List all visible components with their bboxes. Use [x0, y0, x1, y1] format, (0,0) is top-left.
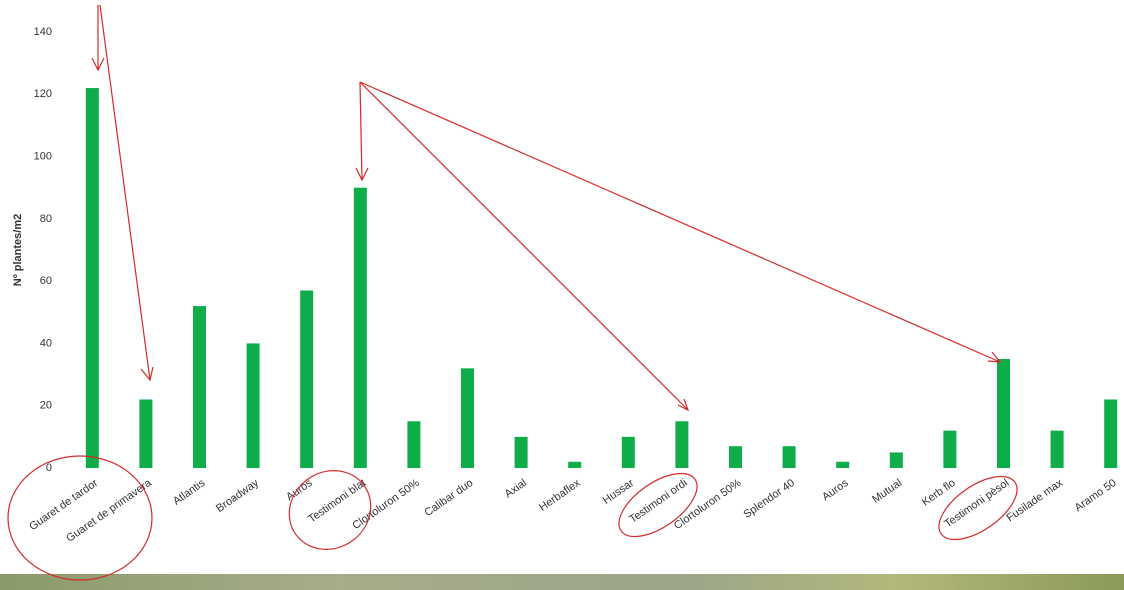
- bar: [461, 368, 474, 468]
- bar: [621, 436, 635, 468]
- bar: [300, 290, 314, 468]
- bar: [1050, 430, 1064, 468]
- x-tick-label: Aramo 50: [1073, 477, 1119, 514]
- bar: [514, 436, 528, 468]
- bar: [1104, 399, 1118, 468]
- highlight-ellipse: [7, 455, 153, 581]
- x-tick-label: Splendor 40: [742, 477, 797, 521]
- y-tick-label: 40: [40, 337, 52, 349]
- bar: [782, 446, 796, 468]
- bar: [729, 446, 742, 468]
- bar: [139, 399, 153, 468]
- x-tick-label: Mutual: [870, 477, 904, 506]
- bar: [997, 359, 1010, 468]
- highlight-ellipse: [618, 472, 698, 538]
- x-tick-label: Calibar duo: [422, 477, 475, 519]
- bar: [85, 88, 99, 469]
- arrow: [91, 5, 105, 72]
- bar: [193, 306, 206, 468]
- highlight-ellipse: [288, 470, 372, 550]
- x-tick-label: Kerb flo: [920, 477, 958, 509]
- y-tick-label: 80: [40, 213, 52, 225]
- annotations: [7, 4, 1018, 581]
- y-tick-label: 60: [40, 275, 52, 287]
- y-tick-label: 140: [34, 26, 52, 38]
- bar: [568, 461, 582, 468]
- x-tick-label: Axial: [503, 477, 529, 501]
- y-tick-label: 0: [46, 462, 52, 474]
- photo-strip: [0, 574, 1124, 590]
- y-tick-label: 20: [40, 400, 52, 412]
- bar: [407, 421, 421, 468]
- arrow: [359, 81, 690, 412]
- arrow: [359, 81, 1002, 363]
- x-tick-label: Atlantis: [171, 477, 208, 508]
- bar: [889, 452, 903, 468]
- x-tick-label: Broadway: [214, 477, 261, 515]
- arrow: [355, 81, 369, 182]
- y-tick-label: 120: [34, 88, 52, 100]
- x-tick-label: Auros: [820, 477, 851, 504]
- x-tick-label: Auros: [284, 477, 315, 504]
- bar: [836, 461, 850, 468]
- x-tick-label: Hussar: [601, 477, 637, 507]
- bar: [353, 187, 367, 468]
- bar: [943, 430, 957, 468]
- highlight-ellipse: [938, 475, 1018, 541]
- x-tick-label: Herbaflex: [537, 477, 583, 514]
- bar: [675, 421, 689, 468]
- bar: [246, 343, 260, 468]
- y-tick-label: 100: [34, 150, 52, 162]
- arrow: [99, 4, 154, 382]
- y-axis-label: Nº plantes/m2: [12, 214, 24, 286]
